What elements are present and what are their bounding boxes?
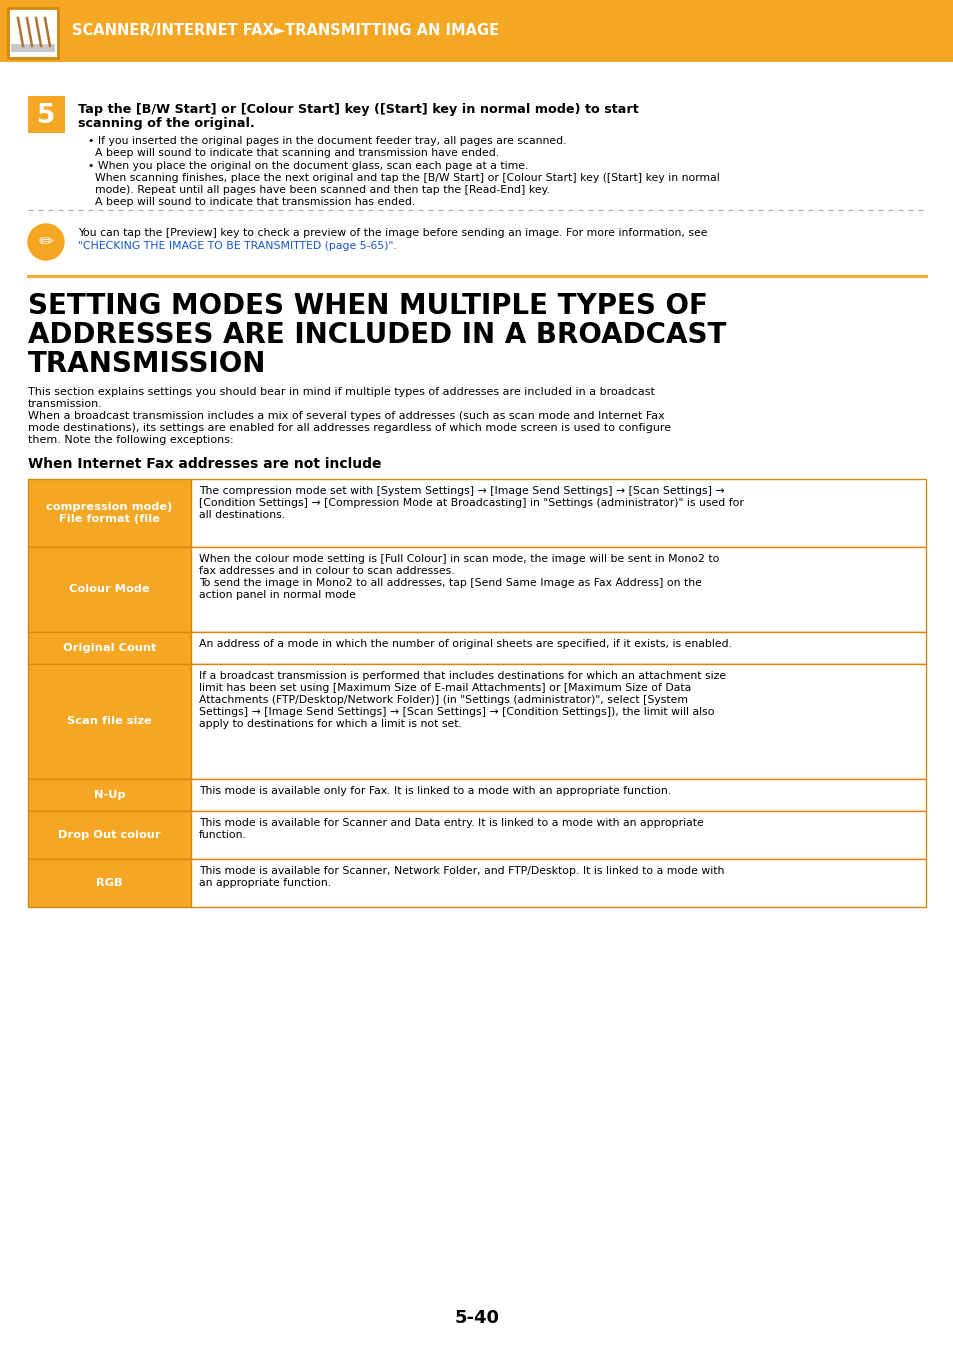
Text: An address of a mode in which the number of original sheets are specified, if it: An address of a mode in which the number… bbox=[199, 639, 731, 649]
Text: You can tap the [Preview] key to check a preview of the image before sending an : You can tap the [Preview] key to check a… bbox=[78, 228, 707, 238]
Text: [Condition Settings] → [Compression Mode at Broadcasting] in "Settings (administ: [Condition Settings] → [Compression Mode… bbox=[199, 498, 743, 508]
Text: Drop Out colour: Drop Out colour bbox=[58, 830, 161, 840]
Text: N-Up: N-Up bbox=[93, 790, 125, 801]
Text: 5: 5 bbox=[37, 103, 55, 130]
Bar bbox=[28, 96, 65, 134]
Text: Original Count: Original Count bbox=[63, 643, 156, 653]
Text: action panel in normal mode: action panel in normal mode bbox=[199, 590, 355, 599]
Text: Settings] → [Image Send Settings] → [Scan Settings] → [Condition Settings]), the: Settings] → [Image Send Settings] → [Sca… bbox=[199, 707, 714, 717]
Bar bbox=[0, 0, 953, 62]
Text: ADDRESSES ARE INCLUDED IN A BROADCAST: ADDRESSES ARE INCLUDED IN A BROADCAST bbox=[28, 321, 725, 350]
Bar bbox=[28, 859, 191, 907]
Bar bbox=[11, 45, 55, 53]
Text: scanning of the original.: scanning of the original. bbox=[78, 117, 254, 130]
Text: mode). Repeat until all pages have been scanned and then tap the [Read-End] key.: mode). Repeat until all pages have been … bbox=[88, 185, 549, 194]
Text: Colour Mode: Colour Mode bbox=[70, 585, 150, 594]
Bar bbox=[191, 779, 925, 811]
Text: TRANSMISSION: TRANSMISSION bbox=[28, 350, 266, 378]
Text: Attachments (FTP/Desktop/Network Folder)] (in "Settings (administrator)", select: Attachments (FTP/Desktop/Network Folder)… bbox=[199, 695, 687, 705]
Text: all destinations.: all destinations. bbox=[199, 510, 285, 520]
Text: RGB: RGB bbox=[96, 878, 123, 888]
Text: mode destinations), its settings are enabled for all addresses regardless of whi: mode destinations), its settings are ena… bbox=[28, 423, 670, 433]
Text: them. Note the following exceptions:: them. Note the following exceptions: bbox=[28, 435, 233, 446]
Bar bbox=[28, 632, 191, 664]
Bar bbox=[28, 547, 191, 632]
Text: 5-40: 5-40 bbox=[454, 1310, 499, 1327]
Text: When scanning finishes, place the next original and tap the [B/W Start] or [Colo: When scanning finishes, place the next o… bbox=[88, 173, 719, 184]
Text: A beep will sound to indicate that transmission has ended.: A beep will sound to indicate that trans… bbox=[88, 197, 415, 207]
Text: "CHECKING THE IMAGE TO BE TRANSMITTED (page 5-65)".: "CHECKING THE IMAGE TO BE TRANSMITTED (p… bbox=[78, 242, 396, 251]
Text: compression mode): compression mode) bbox=[47, 501, 172, 512]
Text: This section explains settings you should bear in mind if multiple types of addr: This section explains settings you shoul… bbox=[28, 387, 654, 397]
Bar bbox=[28, 479, 191, 547]
Circle shape bbox=[28, 224, 64, 261]
Bar bbox=[28, 811, 191, 859]
Text: The compression mode set with [System Settings] → [Image Send Settings] → [Scan : The compression mode set with [System Se… bbox=[199, 486, 724, 495]
Text: limit has been set using [Maximum Size of E-mail Attachments] or [Maximum Size o: limit has been set using [Maximum Size o… bbox=[199, 683, 691, 693]
Bar bbox=[191, 811, 925, 859]
Bar bbox=[8, 8, 58, 58]
Text: Scan file size: Scan file size bbox=[67, 717, 152, 726]
Text: File format (file: File format (file bbox=[59, 514, 160, 525]
Bar bbox=[191, 664, 925, 779]
Text: When the colour mode setting is [Full Colour] in scan mode, the image will be se: When the colour mode setting is [Full Co… bbox=[199, 554, 719, 564]
Text: This mode is available for Scanner, Network Folder, and FTP/Desktop. It is linke: This mode is available for Scanner, Netw… bbox=[199, 865, 723, 876]
Bar bbox=[191, 859, 925, 907]
Bar bbox=[191, 479, 925, 547]
Text: ✏: ✏ bbox=[38, 234, 53, 251]
Text: When a broadcast transmission includes a mix of several types of addresses (such: When a broadcast transmission includes a… bbox=[28, 410, 664, 421]
Text: transmission.: transmission. bbox=[28, 400, 103, 409]
Text: If a broadcast transmission is performed that includes destinations for which an: If a broadcast transmission is performed… bbox=[199, 671, 725, 680]
Text: • When you place the original on the document glass, scan each page at a time.: • When you place the original on the doc… bbox=[88, 161, 528, 171]
Text: • If you inserted the original pages in the document feeder tray, all pages are : • If you inserted the original pages in … bbox=[88, 136, 566, 146]
Text: This mode is available only for Fax. It is linked to a mode with an appropriate : This mode is available only for Fax. It … bbox=[199, 786, 670, 796]
Text: function.: function. bbox=[199, 830, 247, 840]
Text: When Internet Fax addresses are not include: When Internet Fax addresses are not incl… bbox=[28, 458, 381, 471]
Text: apply to destinations for which a limit is not set.: apply to destinations for which a limit … bbox=[199, 720, 461, 729]
Text: A beep will sound to indicate that scanning and transmission have ended.: A beep will sound to indicate that scann… bbox=[88, 148, 498, 158]
Text: To send the image in Mono2 to all addresses, tap [Send Same Image as Fax Address: To send the image in Mono2 to all addres… bbox=[199, 578, 701, 589]
Text: This mode is available for Scanner and Data entry. It is linked to a mode with a: This mode is available for Scanner and D… bbox=[199, 818, 703, 828]
Text: SCANNER/INTERNET FAX►TRANSMITTING AN IMAGE: SCANNER/INTERNET FAX►TRANSMITTING AN IMA… bbox=[71, 23, 498, 38]
Text: fax addresses and in colour to scan addresses.: fax addresses and in colour to scan addr… bbox=[199, 566, 455, 576]
Bar bbox=[28, 779, 191, 811]
Bar bbox=[191, 547, 925, 632]
Text: SETTING MODES WHEN MULTIPLE TYPES OF: SETTING MODES WHEN MULTIPLE TYPES OF bbox=[28, 292, 707, 320]
Text: an appropriate function.: an appropriate function. bbox=[199, 878, 331, 888]
Bar bbox=[28, 664, 191, 779]
Text: Tap the [B/W Start] or [Colour Start] key ([Start] key in normal mode) to start: Tap the [B/W Start] or [Colour Start] ke… bbox=[78, 103, 639, 116]
Bar bbox=[191, 632, 925, 664]
